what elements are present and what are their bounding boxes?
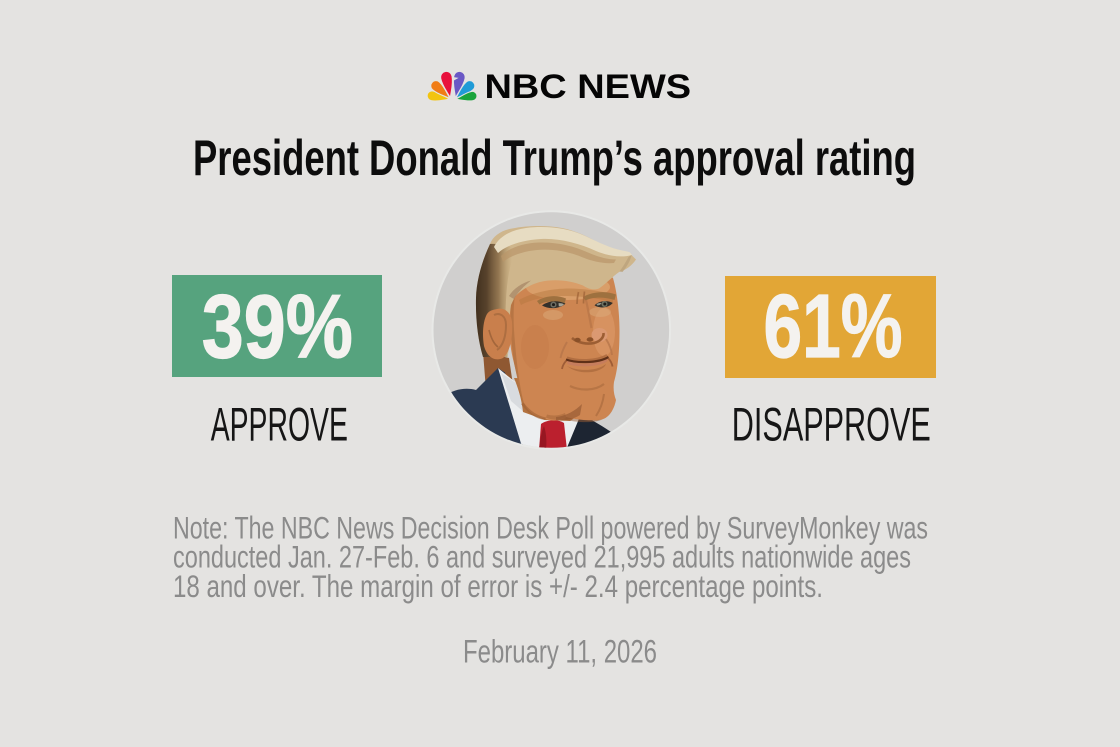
svg-text:DISAPPROVE: DISAPPROVE [732, 399, 931, 452]
svg-text:18 and over. The margin of err: 18 and over. The margin of error is +/- … [173, 568, 823, 604]
svg-text:Note: The NBC News Decision De: Note: The NBC News Decision Desk Poll po… [173, 509, 928, 545]
svg-text:APPROVE: APPROVE [211, 399, 348, 452]
svg-text:February 11, 2026: February 11, 2026 [463, 634, 657, 670]
svg-text:39%: 39% [202, 278, 353, 378]
svg-text:President Donald Trump’s appro: President Donald Trump’s approval rating [193, 129, 916, 186]
svg-text:61%: 61% [764, 277, 903, 377]
svg-text:NBC NEWS: NBC NEWS [485, 68, 692, 106]
svg-text:conducted Jan. 27-Feb. 6 and s: conducted Jan. 27-Feb. 6 and surveyed 21… [173, 539, 911, 575]
